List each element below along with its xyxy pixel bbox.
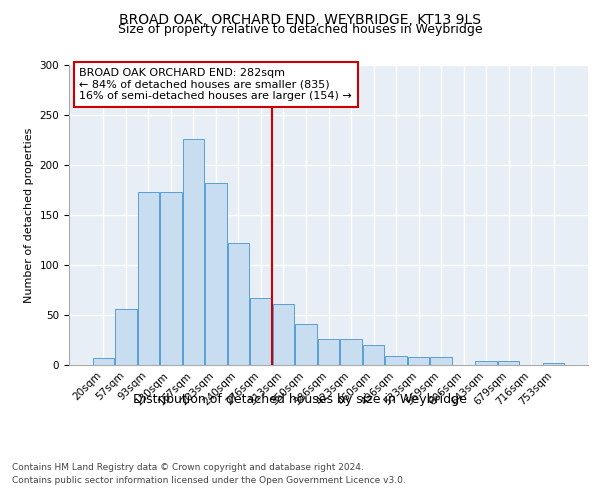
Text: Size of property relative to detached houses in Weybridge: Size of property relative to detached ho… bbox=[118, 22, 482, 36]
Bar bbox=[295, 324, 317, 365]
Y-axis label: Number of detached properties: Number of detached properties bbox=[24, 128, 34, 302]
Text: Distribution of detached houses by size in Weybridge: Distribution of detached houses by size … bbox=[133, 392, 467, 406]
Bar bbox=[543, 363, 565, 365]
Bar bbox=[340, 339, 362, 365]
Bar bbox=[385, 356, 407, 365]
Text: BROAD OAK, ORCHARD END, WEYBRIDGE, KT13 9LS: BROAD OAK, ORCHARD END, WEYBRIDGE, KT13 … bbox=[119, 12, 481, 26]
Bar bbox=[273, 304, 294, 365]
Bar bbox=[160, 192, 182, 365]
Bar bbox=[318, 339, 339, 365]
Bar bbox=[250, 298, 272, 365]
Text: Contains HM Land Registry data © Crown copyright and database right 2024.: Contains HM Land Registry data © Crown c… bbox=[12, 462, 364, 471]
Bar bbox=[363, 345, 384, 365]
Bar bbox=[137, 192, 159, 365]
Text: Contains public sector information licensed under the Open Government Licence v3: Contains public sector information licen… bbox=[12, 476, 406, 485]
Bar bbox=[228, 243, 249, 365]
Bar bbox=[115, 309, 137, 365]
Bar bbox=[182, 139, 204, 365]
Bar bbox=[92, 358, 114, 365]
Bar bbox=[430, 357, 452, 365]
Bar bbox=[205, 183, 227, 365]
Bar bbox=[498, 361, 520, 365]
Text: BROAD OAK ORCHARD END: 282sqm
← 84% of detached houses are smaller (835)
16% of : BROAD OAK ORCHARD END: 282sqm ← 84% of d… bbox=[79, 68, 352, 101]
Bar bbox=[475, 361, 497, 365]
Bar bbox=[408, 357, 429, 365]
